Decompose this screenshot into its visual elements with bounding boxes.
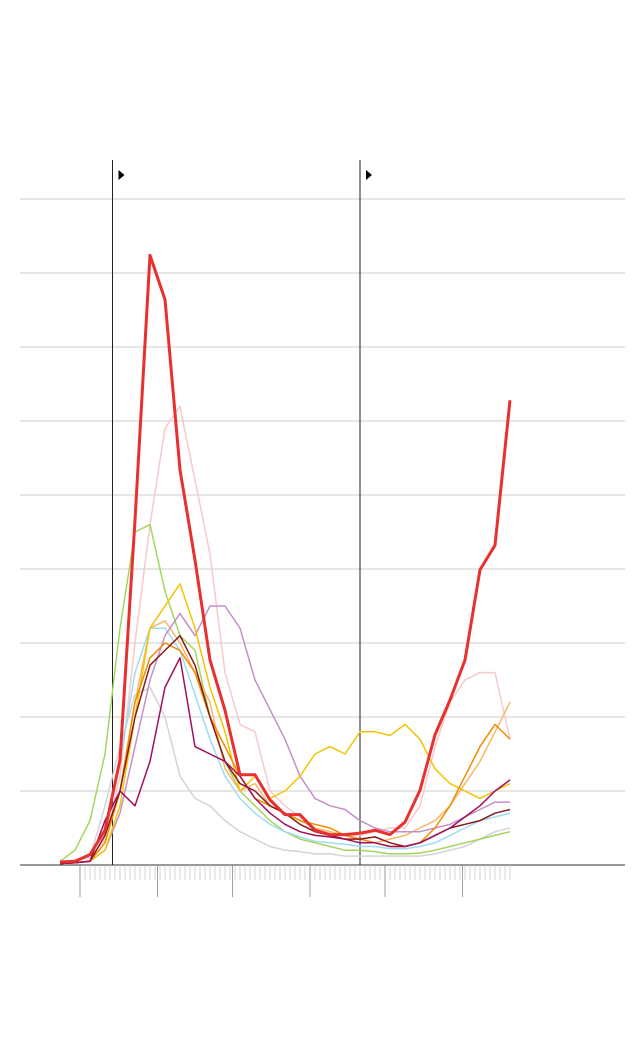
- event-marker: [118, 170, 125, 180]
- series-line: [59, 523, 511, 862]
- event-marker: [366, 170, 372, 180]
- series-line: [59, 686, 511, 865]
- series-line: [59, 253, 512, 864]
- series-line: [59, 657, 511, 865]
- series-line: [59, 405, 511, 863]
- series-line: [59, 627, 511, 865]
